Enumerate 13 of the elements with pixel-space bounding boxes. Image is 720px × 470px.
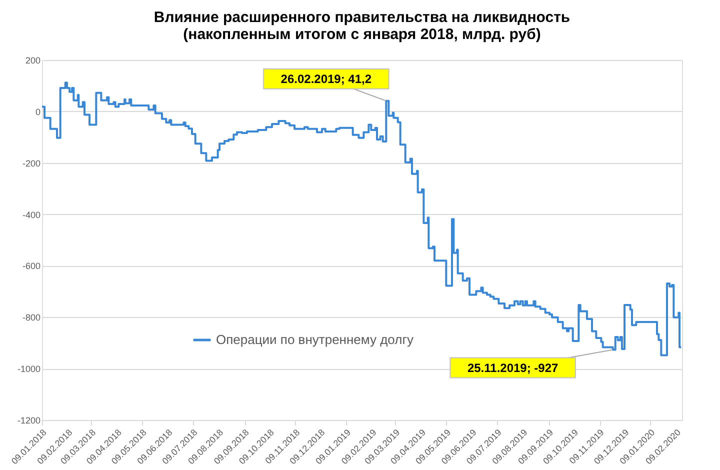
text: (накопленным итогом с января 2018, млрд. руб) [183,26,541,43]
y-tick-label: -1200 [17,416,40,426]
text: Влияние расширенного правительства на ликвидность [154,9,570,26]
y-tick-label: -600 [22,261,40,272]
y-tick-label: -400 [22,210,40,220]
y-tick-label: -800 [22,312,40,323]
y-tick-label: 200 [25,56,40,66]
y-tick-label: -1000 [17,364,40,374]
annotation: 25.11.2019; -927 [467,360,559,375]
annotation: 26.02.2019; 41,2 [280,72,372,86]
y-tick-label: 0 [35,106,40,117]
y-tick-label: -200 [22,158,40,168]
legend-label: Операции по внутреннему долгу [216,332,414,347]
